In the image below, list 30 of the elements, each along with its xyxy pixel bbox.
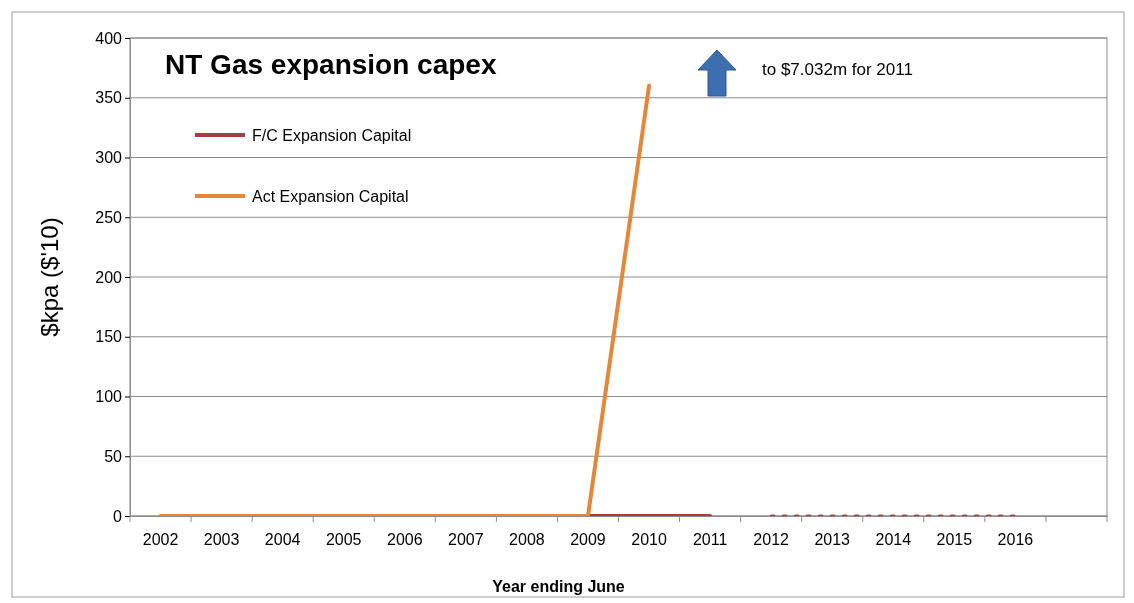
- y-tick-label: 50: [104, 447, 123, 465]
- x-tick-label: 2003: [203, 531, 240, 549]
- x-tick-label: 2011: [692, 531, 728, 549]
- y-tick-label: 350: [95, 89, 123, 107]
- x-tick-label: 2008: [509, 531, 545, 549]
- annotation: to $7.032m for 2011: [762, 60, 913, 79]
- x-tick-label: 2004: [264, 531, 301, 549]
- x-tick-label: 2015: [936, 531, 973, 549]
- x-tick-label: 2014: [875, 531, 912, 549]
- y-tick-label: 250: [95, 208, 123, 226]
- x-tick-label: 2012: [753, 531, 790, 549]
- legend-label: F/C Expansion Capital: [252, 127, 412, 144]
- x-tick-label: 2006: [386, 531, 423, 549]
- y-tick-label: 400: [95, 29, 123, 47]
- y-axis-title: $kpa ($'10): [36, 217, 63, 337]
- y-tick-label: 0: [113, 507, 123, 525]
- y-tick-label: 100: [95, 388, 123, 406]
- chart-title: NT Gas expansion capex: [165, 49, 497, 80]
- y-tick-label: 200: [95, 268, 123, 286]
- y-tick-label: 150: [95, 328, 123, 346]
- x-tick-label: 2007: [448, 531, 484, 549]
- y-tick-label: 300: [95, 149, 123, 167]
- x-tick-label: 2016: [997, 531, 1034, 549]
- x-tick-label: 2010: [631, 531, 667, 549]
- legend-label: Act Expansion Capital: [252, 188, 409, 205]
- x-tick-label: 2009: [570, 531, 606, 549]
- x-tick-label: 2013: [814, 531, 851, 549]
- x-tick-label: 2005: [325, 531, 362, 549]
- x-axis-title: Year ending June: [492, 578, 625, 595]
- x-tick-label: 2002: [142, 531, 179, 549]
